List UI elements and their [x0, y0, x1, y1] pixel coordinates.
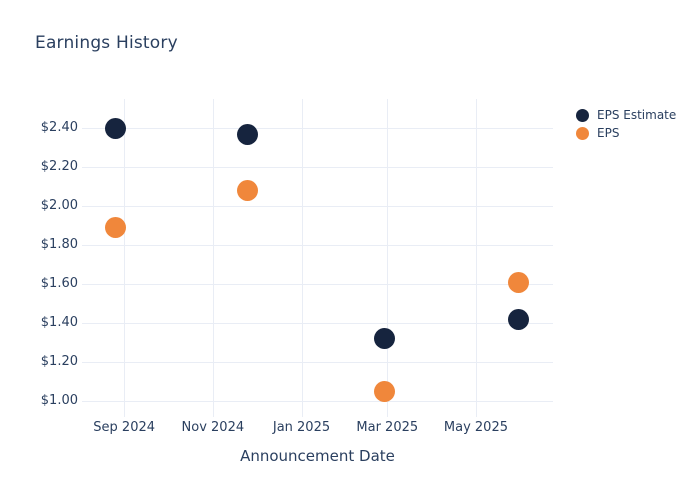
- y-tick-label: $2.00: [40, 198, 78, 214]
- x-tick-label: Mar 2025: [356, 420, 419, 435]
- gridline-horizontal: [82, 284, 553, 286]
- plot-area: [82, 99, 553, 417]
- eps-estimate-marker-3[interactable]: [507, 308, 529, 330]
- y-tick-label: $1.00: [40, 393, 78, 409]
- gridline-horizontal: [82, 401, 553, 403]
- y-tick-label: $2.20: [40, 159, 78, 175]
- y-tick-label: $1.20: [40, 354, 78, 370]
- y-tick-label: $1.80: [40, 237, 78, 253]
- x-tick-label: Jan 2025: [272, 420, 331, 435]
- gridline-vertical: [387, 99, 389, 417]
- x-tick-label: Nov 2024: [181, 420, 245, 435]
- gridline-horizontal: [82, 128, 553, 130]
- gridline-horizontal: [82, 245, 553, 247]
- x-axis-title: Announcement Date: [240, 447, 395, 465]
- y-tick-label: $1.40: [40, 315, 78, 331]
- gridline-horizontal: [82, 167, 553, 169]
- legend-item-eps-estimate[interactable]: EPS Estimate: [576, 106, 676, 124]
- y-tick-label: $1.60: [40, 276, 78, 292]
- eps-legend-marker-icon: [576, 126, 589, 140]
- eps-estimate-marker-2[interactable]: [373, 328, 395, 350]
- eps-marker-0[interactable]: [104, 217, 126, 239]
- eps-estimate-marker-1[interactable]: [237, 123, 259, 145]
- chart-title: Earnings History: [35, 33, 178, 53]
- x-tick-label: Sep 2024: [93, 420, 156, 435]
- eps-estimate-marker-0[interactable]: [104, 117, 126, 139]
- y-tick-label: $2.40: [40, 120, 78, 136]
- gridline-vertical: [212, 99, 214, 417]
- eps-marker-1[interactable]: [237, 180, 259, 202]
- legend-item-label: EPS: [597, 126, 620, 140]
- legend: EPS Estimate EPS: [576, 106, 676, 142]
- gridline-vertical: [475, 99, 477, 417]
- gridline-vertical: [301, 99, 303, 417]
- legend-item-eps[interactable]: EPS: [576, 124, 676, 142]
- eps-estimate-legend-marker-icon: [576, 108, 589, 122]
- gridline-horizontal: [82, 206, 553, 208]
- gridline-vertical: [124, 99, 126, 417]
- gridline-horizontal: [82, 323, 553, 325]
- x-tick-label: May 2025: [443, 420, 508, 435]
- gridline-horizontal: [82, 362, 553, 364]
- eps-marker-3[interactable]: [507, 271, 529, 293]
- legend-item-label: EPS Estimate: [597, 108, 677, 122]
- eps-marker-2[interactable]: [373, 381, 395, 403]
